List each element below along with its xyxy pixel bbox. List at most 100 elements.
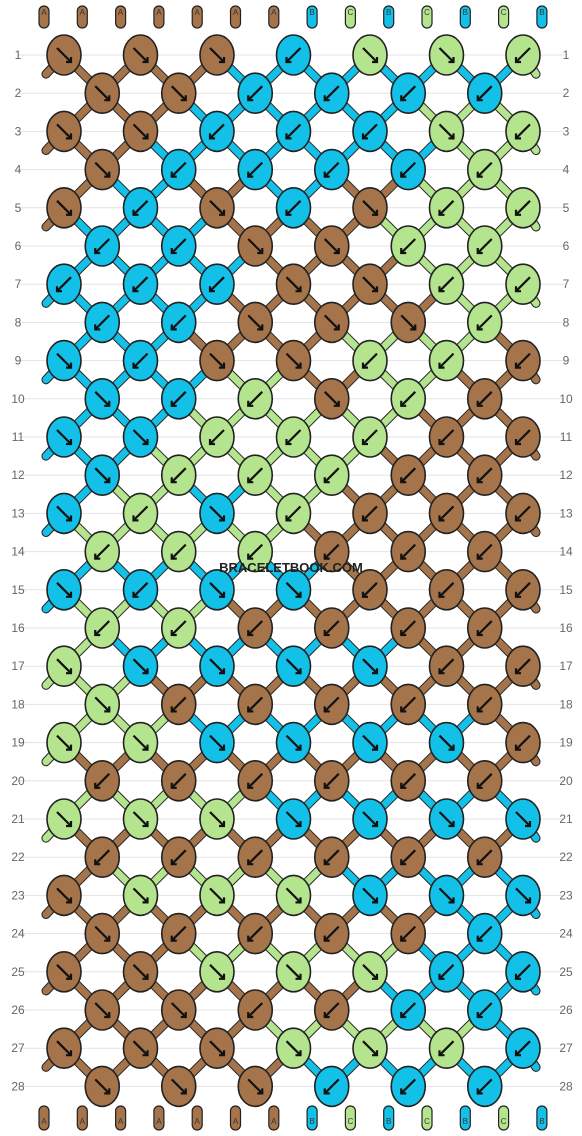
knot [46, 339, 82, 382]
arrow-down-right-icon [438, 47, 455, 63]
arrow-down-left-icon [515, 276, 531, 292]
row-number-right: 4 [563, 163, 570, 177]
arrow-head-icon [400, 706, 407, 713]
knot [237, 377, 274, 420]
strand-letter-bottom: B [463, 1117, 468, 1126]
arrow-down-right-icon [285, 658, 302, 674]
knot [237, 836, 274, 879]
arrow-head-icon [448, 897, 455, 904]
arrow-down-left-icon [438, 429, 455, 445]
knot [46, 187, 82, 229]
knot [237, 301, 274, 344]
arrow-down-right-icon [285, 1040, 302, 1056]
knot [505, 568, 541, 611]
knot [46, 34, 82, 76]
arrow-head-icon [247, 95, 254, 102]
knot [390, 912, 427, 955]
knot [84, 989, 121, 1031]
knot [84, 683, 121, 726]
arrow-down-left-icon [247, 391, 264, 407]
arrow-down-left-icon [476, 85, 493, 101]
knot [313, 377, 350, 420]
arrow-down-left-icon [476, 314, 493, 331]
arrow-down-right-icon [285, 352, 302, 369]
arrow-head-icon [208, 439, 215, 446]
row-number-left: 18 [11, 697, 25, 711]
arrow-down-left-icon [247, 85, 264, 101]
arrow-down-left-icon [170, 238, 187, 254]
knot [199, 568, 235, 611]
knot [275, 492, 312, 535]
knot [122, 263, 159, 306]
knot [313, 225, 350, 267]
arrow-head-icon [247, 553, 254, 560]
arrow-down-right-icon [56, 505, 72, 522]
strand-top-end [344, 5, 356, 29]
arrow-head-icon [448, 744, 455, 751]
knot [46, 1027, 82, 1069]
arrow-head-icon [438, 591, 445, 598]
knot [46, 492, 82, 535]
arrow-down-right-icon [94, 467, 111, 483]
knot [84, 1065, 121, 1108]
strand-top-end [153, 5, 165, 29]
knot [122, 874, 159, 917]
knot [466, 759, 503, 802]
arrow-down-left-icon [476, 925, 493, 942]
arrow-down-right-icon [362, 1040, 378, 1056]
knot [160, 530, 197, 573]
knot [313, 301, 350, 344]
arrow-down-left-icon [400, 849, 417, 865]
row-number-right: 26 [559, 1003, 573, 1017]
row-number-left: 12 [11, 468, 25, 482]
arrow-head-icon [180, 95, 187, 102]
arrow-down-left-icon [285, 505, 302, 522]
knot [160, 607, 197, 649]
arrow-head-icon [400, 171, 407, 178]
knot [84, 72, 121, 114]
arrow-head-icon [94, 630, 101, 637]
row-number-left: 6 [15, 239, 22, 253]
arrow-down-left-icon [285, 47, 302, 63]
knot [275, 874, 312, 917]
arrow-head-icon [438, 286, 445, 293]
knot [352, 187, 388, 229]
knot [84, 759, 121, 802]
arrow-down-right-icon [438, 811, 455, 827]
knot [428, 721, 465, 764]
arrow-head-icon [219, 591, 226, 598]
arrow-down-left-icon [323, 696, 340, 713]
knot [390, 836, 427, 879]
arrow-down-right-icon [56, 429, 72, 445]
arrow-head-icon [476, 782, 483, 789]
arrow-down-left-icon [476, 696, 493, 713]
arrow-head-icon [170, 248, 177, 255]
arrow-head-icon [525, 897, 532, 904]
arrow-down-left-icon [247, 696, 264, 713]
strand-letter-top: C [348, 8, 354, 17]
arrow-head-icon [323, 1088, 330, 1095]
strand-bottom-end [306, 1105, 318, 1131]
arrow-down-left-icon [323, 925, 340, 942]
knot [466, 377, 503, 420]
knot [46, 110, 82, 153]
arrow-head-icon [333, 248, 340, 255]
row-number-left: 26 [11, 1003, 25, 1017]
knot [199, 34, 235, 76]
arrow-down-left-icon [247, 773, 264, 789]
arrow-down-left-icon [438, 200, 455, 216]
knot [122, 187, 159, 229]
arrow-head-icon [208, 286, 215, 293]
arrow-head-icon [94, 859, 101, 866]
arrow-head-icon [476, 1088, 483, 1095]
arrow-head-icon [66, 515, 73, 522]
knot [199, 492, 235, 535]
arrow-head-icon [285, 209, 292, 216]
arrow-down-right-icon [285, 811, 302, 827]
arrow-down-right-icon [285, 964, 302, 980]
knot [84, 912, 121, 955]
knot [428, 34, 465, 76]
